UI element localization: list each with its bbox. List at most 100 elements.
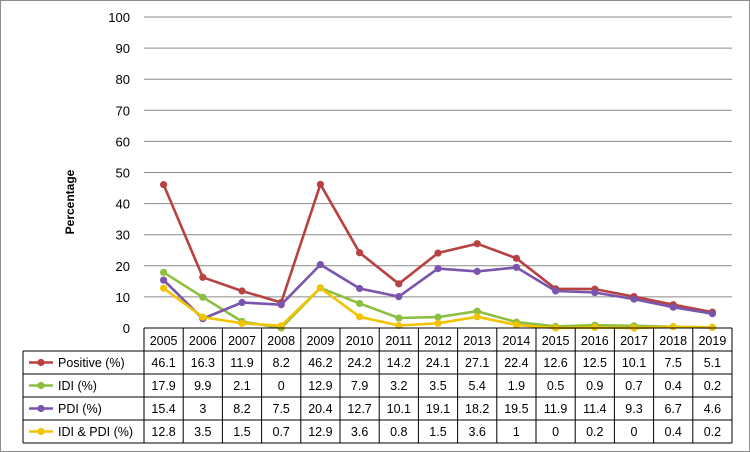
- legend-marker: [37, 404, 45, 413]
- data-label: 12.6: [543, 356, 567, 370]
- data-point: [160, 181, 168, 189]
- data-point: [591, 288, 599, 297]
- data-label: 5.4: [469, 379, 486, 393]
- data-point: [434, 313, 442, 321]
- data-label: 14.2: [387, 356, 411, 370]
- x-tick-label: 2009: [306, 334, 334, 348]
- data-label: 0.7: [625, 379, 642, 393]
- data-point: [669, 323, 677, 331]
- data-point: [238, 287, 246, 295]
- data-point: [199, 313, 207, 321]
- data-point: [277, 301, 285, 309]
- x-tick-label: 2011: [385, 334, 412, 348]
- data-point: [630, 295, 638, 303]
- data-label: 0.8: [390, 425, 407, 439]
- data-label: 46.2: [308, 356, 332, 370]
- data-point: [356, 249, 364, 257]
- data-label: 24.2: [347, 356, 371, 370]
- data-point: [512, 254, 521, 262]
- y-tick-label: 80: [116, 72, 130, 87]
- legend-label: PDI (%): [58, 402, 102, 416]
- y-tick-label: 40: [116, 197, 130, 212]
- y-tick-label: 90: [116, 41, 130, 56]
- data-label: 6.7: [665, 402, 682, 416]
- data-label: 19.5: [504, 402, 528, 416]
- data-label: 0.4: [665, 425, 682, 439]
- data-point: [591, 323, 599, 331]
- y-axis-label: Percentage: [63, 169, 77, 234]
- data-label: 4.6: [704, 402, 721, 416]
- data-point: [473, 240, 481, 248]
- data-label: 16.3: [191, 356, 215, 370]
- y-tick-label: 10: [116, 290, 130, 305]
- data-label: 0: [278, 379, 285, 393]
- x-tick-label: 2016: [581, 334, 609, 348]
- data-label: 9.3: [625, 402, 642, 416]
- x-tick-label: 2005: [150, 334, 178, 348]
- data-label: 7.5: [665, 356, 682, 370]
- data-label: 46.1: [151, 356, 175, 370]
- y-tick-label: 60: [116, 134, 130, 149]
- data-label: 12.9: [308, 379, 332, 393]
- data-point: [316, 180, 324, 188]
- data-label: 2.1: [233, 379, 250, 393]
- data-point: [160, 276, 168, 284]
- data-point: [395, 280, 403, 288]
- legend-marker: [37, 381, 45, 390]
- data-point: [160, 268, 168, 276]
- data-label: 3.6: [469, 425, 486, 439]
- data-table: 2005 2006 2007 2008 2009 2010 2011 2012 2013 2014…: [22, 327, 733, 444]
- data-point: [669, 303, 677, 311]
- data-label: 17.9: [151, 379, 175, 393]
- x-tick-label: 2012: [424, 334, 452, 348]
- data-label: 0.2: [704, 425, 721, 439]
- data-point: [199, 293, 207, 301]
- legend-marker: [37, 358, 45, 367]
- data-label: 12.5: [583, 356, 607, 370]
- series: [160, 180, 717, 316]
- data-label: 3.2: [390, 379, 407, 393]
- series-lines: [160, 180, 717, 332]
- data-point: [356, 313, 364, 321]
- x-tick-label: 2013: [463, 334, 491, 348]
- data-label: 0: [631, 425, 638, 439]
- data-label: 0.9: [586, 379, 603, 393]
- data-label: 3.5: [194, 425, 211, 439]
- data-label: 12.8: [151, 425, 175, 439]
- x-tick-label: 2018: [659, 334, 687, 348]
- x-tick-label: 2008: [267, 334, 295, 348]
- data-label: 19.1: [426, 402, 450, 416]
- x-tick-label: 2010: [346, 334, 374, 348]
- legend-marker: [37, 427, 45, 436]
- data-label: 0.2: [586, 425, 603, 439]
- legend-label: Positive (%): [58, 356, 125, 370]
- y-tick-label: 70: [116, 103, 130, 118]
- data-point: [434, 319, 442, 327]
- data-point: [316, 260, 324, 269]
- data-label: 5.1: [704, 356, 721, 370]
- data-point: [160, 284, 168, 292]
- data-label: 11.9: [230, 356, 253, 370]
- data-point: [316, 284, 324, 292]
- y-tick-label: 0: [123, 321, 130, 336]
- data-label: 0: [552, 425, 559, 439]
- data-label: 8.2: [273, 356, 290, 370]
- data-point: [238, 298, 246, 307]
- data-label: 15.4: [151, 402, 175, 416]
- data-label: 24.1: [426, 356, 450, 370]
- data-label: 1.5: [233, 425, 250, 439]
- legend-label: IDI & PDI (%): [58, 425, 133, 439]
- data-label: 12.9: [308, 425, 332, 439]
- data-label: 1: [513, 425, 520, 439]
- legend-label: IDI (%): [58, 379, 97, 393]
- data-point: [434, 264, 442, 273]
- data-label: 7.9: [351, 379, 368, 393]
- data-point: [473, 313, 481, 321]
- data-point: [512, 321, 521, 329]
- y-tick-label: 100: [108, 10, 130, 25]
- data-label: 9.9: [194, 379, 211, 393]
- y-tick-label: 50: [116, 166, 130, 181]
- data-label: 0.2: [704, 379, 721, 393]
